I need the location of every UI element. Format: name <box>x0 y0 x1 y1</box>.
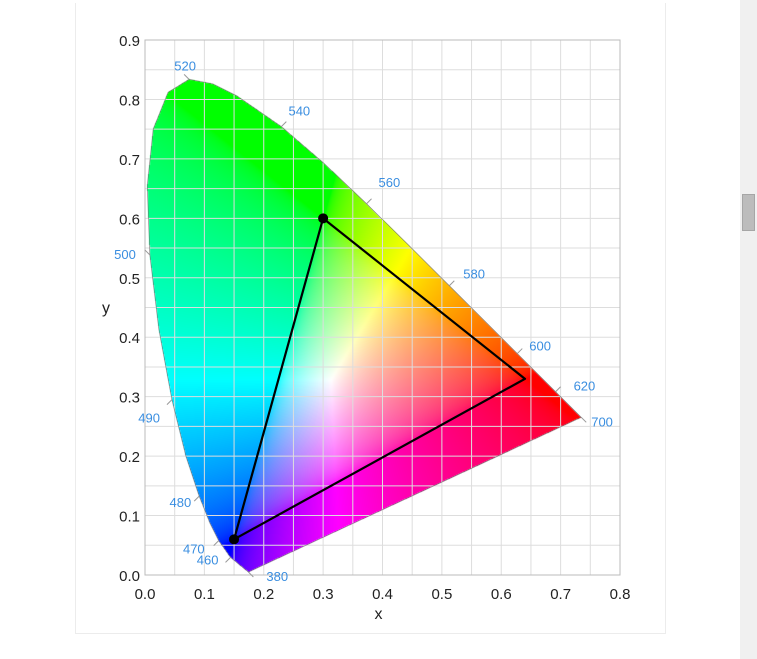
wavelength-label: 460 <box>197 552 219 567</box>
x-tick-label: 0.2 <box>253 586 274 603</box>
wavelength-tick <box>555 386 561 393</box>
wavelength-tick <box>213 540 220 546</box>
wavelength-tick <box>183 73 190 80</box>
x-tick-label: 0.7 <box>550 586 571 603</box>
scrollbar-thumb[interactable] <box>742 194 755 231</box>
scrollbar[interactable] <box>740 0 757 659</box>
wavelength-tick <box>166 399 173 405</box>
wavelength-tick <box>225 556 231 563</box>
wavelength-label: 560 <box>379 175 401 190</box>
y-tick-label: 0.7 <box>119 152 140 169</box>
x-tick-label: 0.8 <box>610 586 631 603</box>
y-tick-label: 0.4 <box>119 330 140 347</box>
wavelength-tick <box>516 348 523 354</box>
spectral-locus-outline <box>147 79 582 573</box>
wavelength-label: 540 <box>288 104 310 119</box>
y-tick-label: 0.8 <box>119 92 140 109</box>
wavelength-label: 480 <box>170 495 192 510</box>
wavelength-tick <box>280 121 287 127</box>
wavelength-tick <box>193 495 200 502</box>
primary-point-green <box>318 213 329 224</box>
y-tick-label: 0.9 <box>119 33 140 50</box>
wavelength-label: 700 <box>591 414 613 429</box>
gamut-triangle <box>232 217 527 541</box>
x-axis-label: x <box>375 606 383 623</box>
wavelength-label: 600 <box>529 339 551 354</box>
y-tick-label: 0.0 <box>119 568 140 585</box>
y-axis-label: y <box>102 300 110 317</box>
x-tick-label: 0.6 <box>491 586 512 603</box>
y-tick-label: 0.5 <box>119 271 140 288</box>
x-tick-label: 0.4 <box>372 586 393 603</box>
x-tick-label: 0.1 <box>194 586 215 603</box>
y-tick-label: 0.6 <box>119 211 140 228</box>
wavelength-label: 620 <box>574 379 596 394</box>
grid-lines <box>144 39 621 576</box>
wavelength-label: 470 <box>183 542 205 557</box>
x-tick-label: 0.5 <box>431 586 452 603</box>
wavelength-label: 580 <box>463 267 485 282</box>
x-tick-label: 0.0 <box>135 586 156 603</box>
wavelength-tick <box>448 280 455 287</box>
wavelength-label: 500 <box>114 247 136 262</box>
wavelength-label: 520 <box>174 58 196 73</box>
y-tick-label: 0.3 <box>119 390 140 407</box>
primary-point-blue <box>229 534 240 545</box>
wavelength-label: 490 <box>138 411 160 426</box>
wavelength-label: 380 <box>266 569 288 584</box>
y-tick-label: 0.2 <box>119 449 140 466</box>
y-tick-label: 0.1 <box>119 509 140 526</box>
wavelength-tick <box>248 571 254 578</box>
plot-frame <box>144 39 621 576</box>
wavelength-tick <box>144 249 151 256</box>
x-tick-label: 0.3 <box>313 586 334 603</box>
wavelength-tick <box>580 416 587 423</box>
wavelength-tick <box>366 198 372 205</box>
